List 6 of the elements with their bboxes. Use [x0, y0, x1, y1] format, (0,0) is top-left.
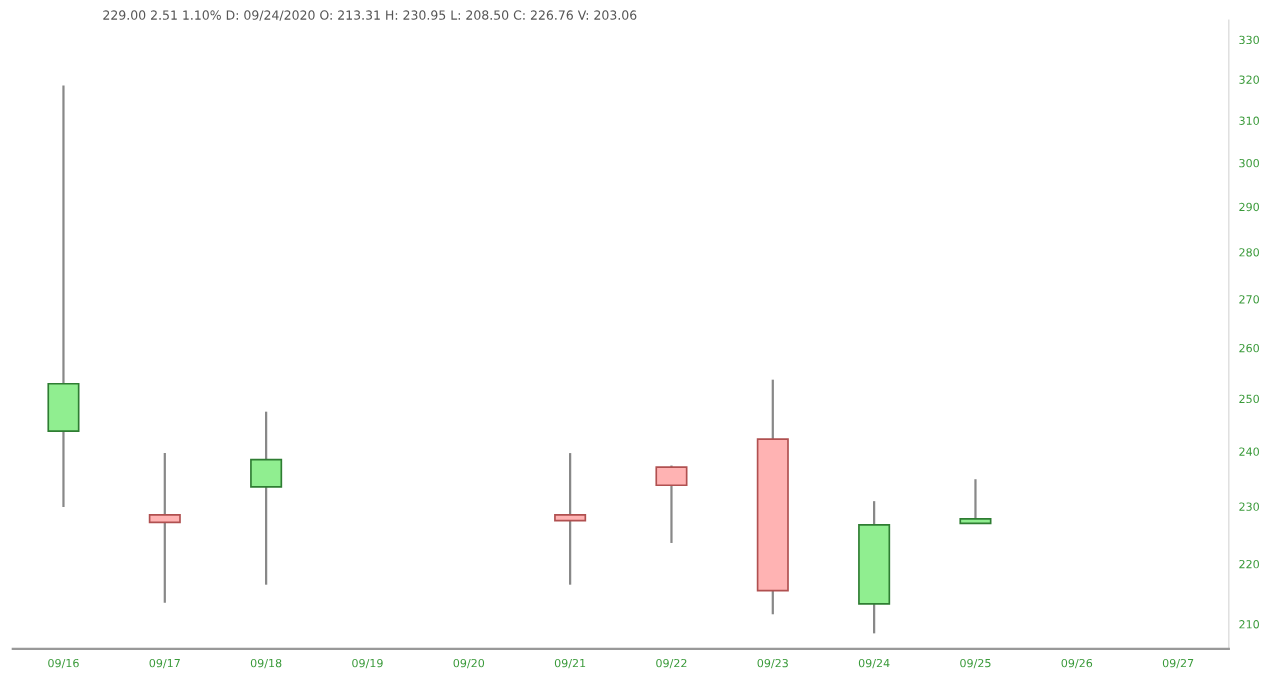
candlestick [959, 478, 992, 525]
candlestick [250, 410, 283, 586]
candlestick [655, 464, 688, 545]
candlestick [47, 84, 80, 509]
candlestick [148, 451, 181, 604]
candlestick [554, 451, 587, 586]
